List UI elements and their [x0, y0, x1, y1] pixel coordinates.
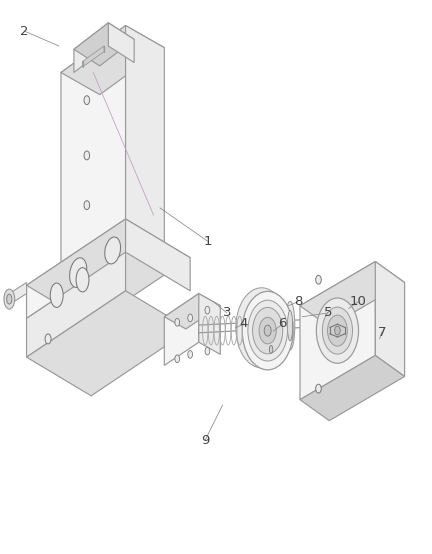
Polygon shape	[300, 261, 375, 399]
Ellipse shape	[316, 298, 359, 363]
Ellipse shape	[4, 289, 15, 309]
Polygon shape	[108, 23, 134, 63]
Ellipse shape	[259, 317, 276, 344]
Ellipse shape	[84, 201, 89, 209]
Polygon shape	[26, 219, 190, 324]
Text: 6: 6	[279, 317, 287, 331]
Ellipse shape	[188, 314, 193, 322]
Polygon shape	[126, 25, 164, 252]
Ellipse shape	[188, 351, 193, 358]
Text: 10: 10	[349, 295, 366, 309]
Ellipse shape	[316, 275, 321, 284]
Polygon shape	[126, 219, 190, 291]
Polygon shape	[164, 294, 199, 366]
Polygon shape	[300, 261, 405, 327]
Polygon shape	[199, 294, 220, 355]
Ellipse shape	[335, 326, 340, 335]
Ellipse shape	[84, 96, 89, 105]
Ellipse shape	[7, 294, 12, 304]
Text: 5: 5	[324, 306, 332, 320]
Text: 8: 8	[294, 295, 302, 309]
Polygon shape	[10, 283, 26, 305]
Ellipse shape	[76, 268, 89, 292]
Ellipse shape	[322, 307, 353, 354]
Polygon shape	[26, 252, 126, 357]
Polygon shape	[74, 23, 108, 73]
Ellipse shape	[270, 346, 273, 353]
Text: 7: 7	[378, 326, 386, 338]
Ellipse shape	[327, 315, 347, 346]
Text: 2: 2	[20, 24, 29, 38]
Ellipse shape	[253, 307, 283, 354]
Ellipse shape	[175, 355, 180, 363]
Ellipse shape	[264, 325, 271, 336]
Ellipse shape	[285, 301, 295, 350]
Polygon shape	[26, 219, 126, 319]
Polygon shape	[26, 291, 190, 396]
Ellipse shape	[316, 384, 321, 393]
Text: 4: 4	[240, 317, 248, 331]
Text: 1: 1	[203, 234, 212, 248]
Ellipse shape	[205, 306, 210, 314]
Ellipse shape	[248, 300, 287, 361]
Ellipse shape	[50, 283, 63, 307]
Ellipse shape	[236, 288, 287, 368]
Ellipse shape	[205, 347, 210, 355]
Ellipse shape	[175, 319, 180, 326]
Polygon shape	[375, 261, 405, 377]
Polygon shape	[300, 356, 405, 420]
Polygon shape	[74, 23, 134, 66]
Ellipse shape	[45, 334, 51, 344]
Ellipse shape	[287, 310, 292, 341]
Ellipse shape	[70, 258, 87, 288]
Text: 9: 9	[201, 434, 210, 447]
Polygon shape	[83, 46, 104, 67]
Ellipse shape	[84, 151, 89, 160]
Polygon shape	[61, 25, 164, 95]
Polygon shape	[61, 25, 126, 277]
Polygon shape	[164, 294, 220, 329]
Text: 3: 3	[222, 306, 231, 320]
Ellipse shape	[242, 291, 293, 370]
Ellipse shape	[105, 237, 121, 264]
